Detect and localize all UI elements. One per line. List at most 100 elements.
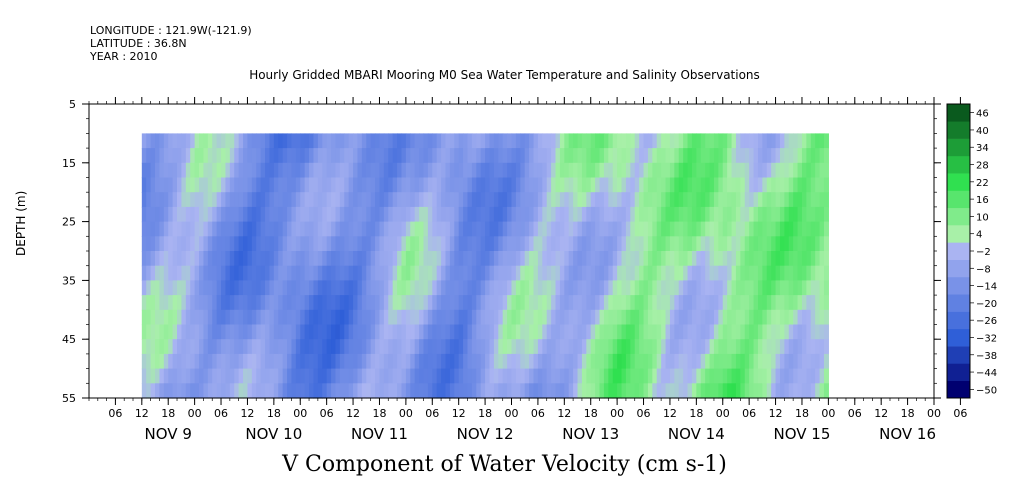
heatmap-cell xyxy=(361,280,367,296)
colorbar-swatch xyxy=(947,225,970,243)
heatmap-cell xyxy=(779,295,785,311)
heatmap-cell xyxy=(696,309,702,326)
heatmap-cell xyxy=(524,265,530,281)
heatmap-cell xyxy=(471,206,477,223)
heatmap-cell xyxy=(559,206,565,223)
heatmap-cell xyxy=(190,280,196,296)
heatmap-cell xyxy=(229,353,235,370)
heatmap-cell xyxy=(423,309,429,326)
heatmap-cell xyxy=(221,192,227,208)
heatmap-cell xyxy=(331,221,337,237)
heatmap-cell xyxy=(546,353,552,370)
heatmap-cell xyxy=(555,383,561,399)
heatmap-cell xyxy=(568,192,574,208)
heatmap-cell xyxy=(331,236,337,252)
heatmap-cell xyxy=(524,206,530,223)
heatmap-cell xyxy=(476,280,482,296)
heatmap-cell xyxy=(155,162,161,179)
heatmap-cell xyxy=(691,383,697,399)
heatmap-cell xyxy=(480,221,486,237)
heatmap-cell xyxy=(669,192,675,208)
heatmap-cell xyxy=(335,309,341,326)
heatmap-cell xyxy=(410,265,416,281)
heatmap-cell xyxy=(700,192,706,208)
heatmap-cell xyxy=(234,324,240,340)
heatmap-cell xyxy=(731,236,737,252)
heatmap-cell xyxy=(185,133,191,149)
heatmap-cell xyxy=(529,177,535,193)
heatmap-cell xyxy=(388,192,394,208)
heatmap-cell xyxy=(705,133,711,149)
heatmap-cell xyxy=(515,383,521,399)
heatmap-cell xyxy=(212,295,218,311)
heatmap-cell xyxy=(427,236,433,252)
heatmap-cell xyxy=(502,324,508,340)
heatmap-cell xyxy=(696,192,702,208)
heatmap-cell xyxy=(617,236,623,252)
heatmap-cell xyxy=(357,236,363,252)
heatmap-cell xyxy=(749,148,755,164)
heatmap-cell xyxy=(313,148,319,164)
heatmap-cell xyxy=(300,368,306,384)
heatmap-cell xyxy=(511,353,517,370)
heatmap-cell xyxy=(718,148,724,164)
heatmap-cell xyxy=(287,192,293,208)
heatmap-cell xyxy=(256,383,262,399)
heatmap-cell xyxy=(489,295,495,311)
heatmap-cell xyxy=(788,339,794,355)
heatmap-cell xyxy=(243,251,249,267)
heatmap-cell xyxy=(801,353,807,370)
heatmap-cell xyxy=(423,339,429,355)
heatmap-cell xyxy=(366,265,372,281)
heatmap-cell xyxy=(687,280,693,296)
heatmap-cell xyxy=(383,324,389,340)
heatmap-cell xyxy=(775,133,781,149)
heatmap-cell xyxy=(722,324,728,340)
heatmap-cell xyxy=(784,192,790,208)
heatmap-cell xyxy=(401,265,407,281)
heatmap-cell xyxy=(476,177,482,193)
heatmap-cell xyxy=(463,353,469,370)
heatmap-cell xyxy=(339,236,345,252)
heatmap-cell xyxy=(546,280,552,296)
heatmap-cell xyxy=(546,265,552,281)
heatmap-cell xyxy=(291,206,297,223)
heatmap-cell xyxy=(181,133,187,149)
heatmap-cell xyxy=(339,353,345,370)
heatmap-cell xyxy=(498,353,504,370)
heatmap-cell xyxy=(388,162,394,179)
heatmap-cell xyxy=(797,324,803,340)
heatmap-cell xyxy=(199,368,205,384)
heatmap-cell xyxy=(573,162,579,179)
heatmap-cell xyxy=(194,309,200,326)
heatmap-cell xyxy=(361,162,367,179)
heatmap-cell xyxy=(375,221,381,237)
heatmap-cell xyxy=(529,368,535,384)
heatmap-cell xyxy=(388,236,394,252)
heatmap-cell xyxy=(427,280,433,296)
heatmap-cell xyxy=(744,383,750,399)
heatmap-cell xyxy=(542,383,548,399)
heatmap-cell xyxy=(498,221,504,237)
heatmap-cell xyxy=(753,192,759,208)
heatmap-cell xyxy=(348,221,354,237)
heatmap-cell xyxy=(744,192,750,208)
heatmap-cell xyxy=(493,309,499,326)
heatmap-cell xyxy=(177,206,183,223)
heatmap-cell xyxy=(163,236,169,252)
heatmap-cell xyxy=(744,221,750,237)
heatmap-cell xyxy=(661,295,667,311)
heatmap-cell xyxy=(617,353,623,370)
heatmap-cell xyxy=(419,221,425,237)
heatmap-cell xyxy=(647,236,653,252)
heatmap-cell xyxy=(643,236,649,252)
heatmap-cell xyxy=(568,236,574,252)
heatmap-cell xyxy=(221,280,227,296)
heatmap-cell xyxy=(427,133,433,149)
heatmap-cell xyxy=(788,353,794,370)
heatmap-cell xyxy=(696,162,702,179)
heatmap-cell xyxy=(766,221,772,237)
heatmap-cell xyxy=(181,206,187,223)
heatmap-cell xyxy=(282,206,288,223)
heatmap-cell xyxy=(335,295,341,311)
